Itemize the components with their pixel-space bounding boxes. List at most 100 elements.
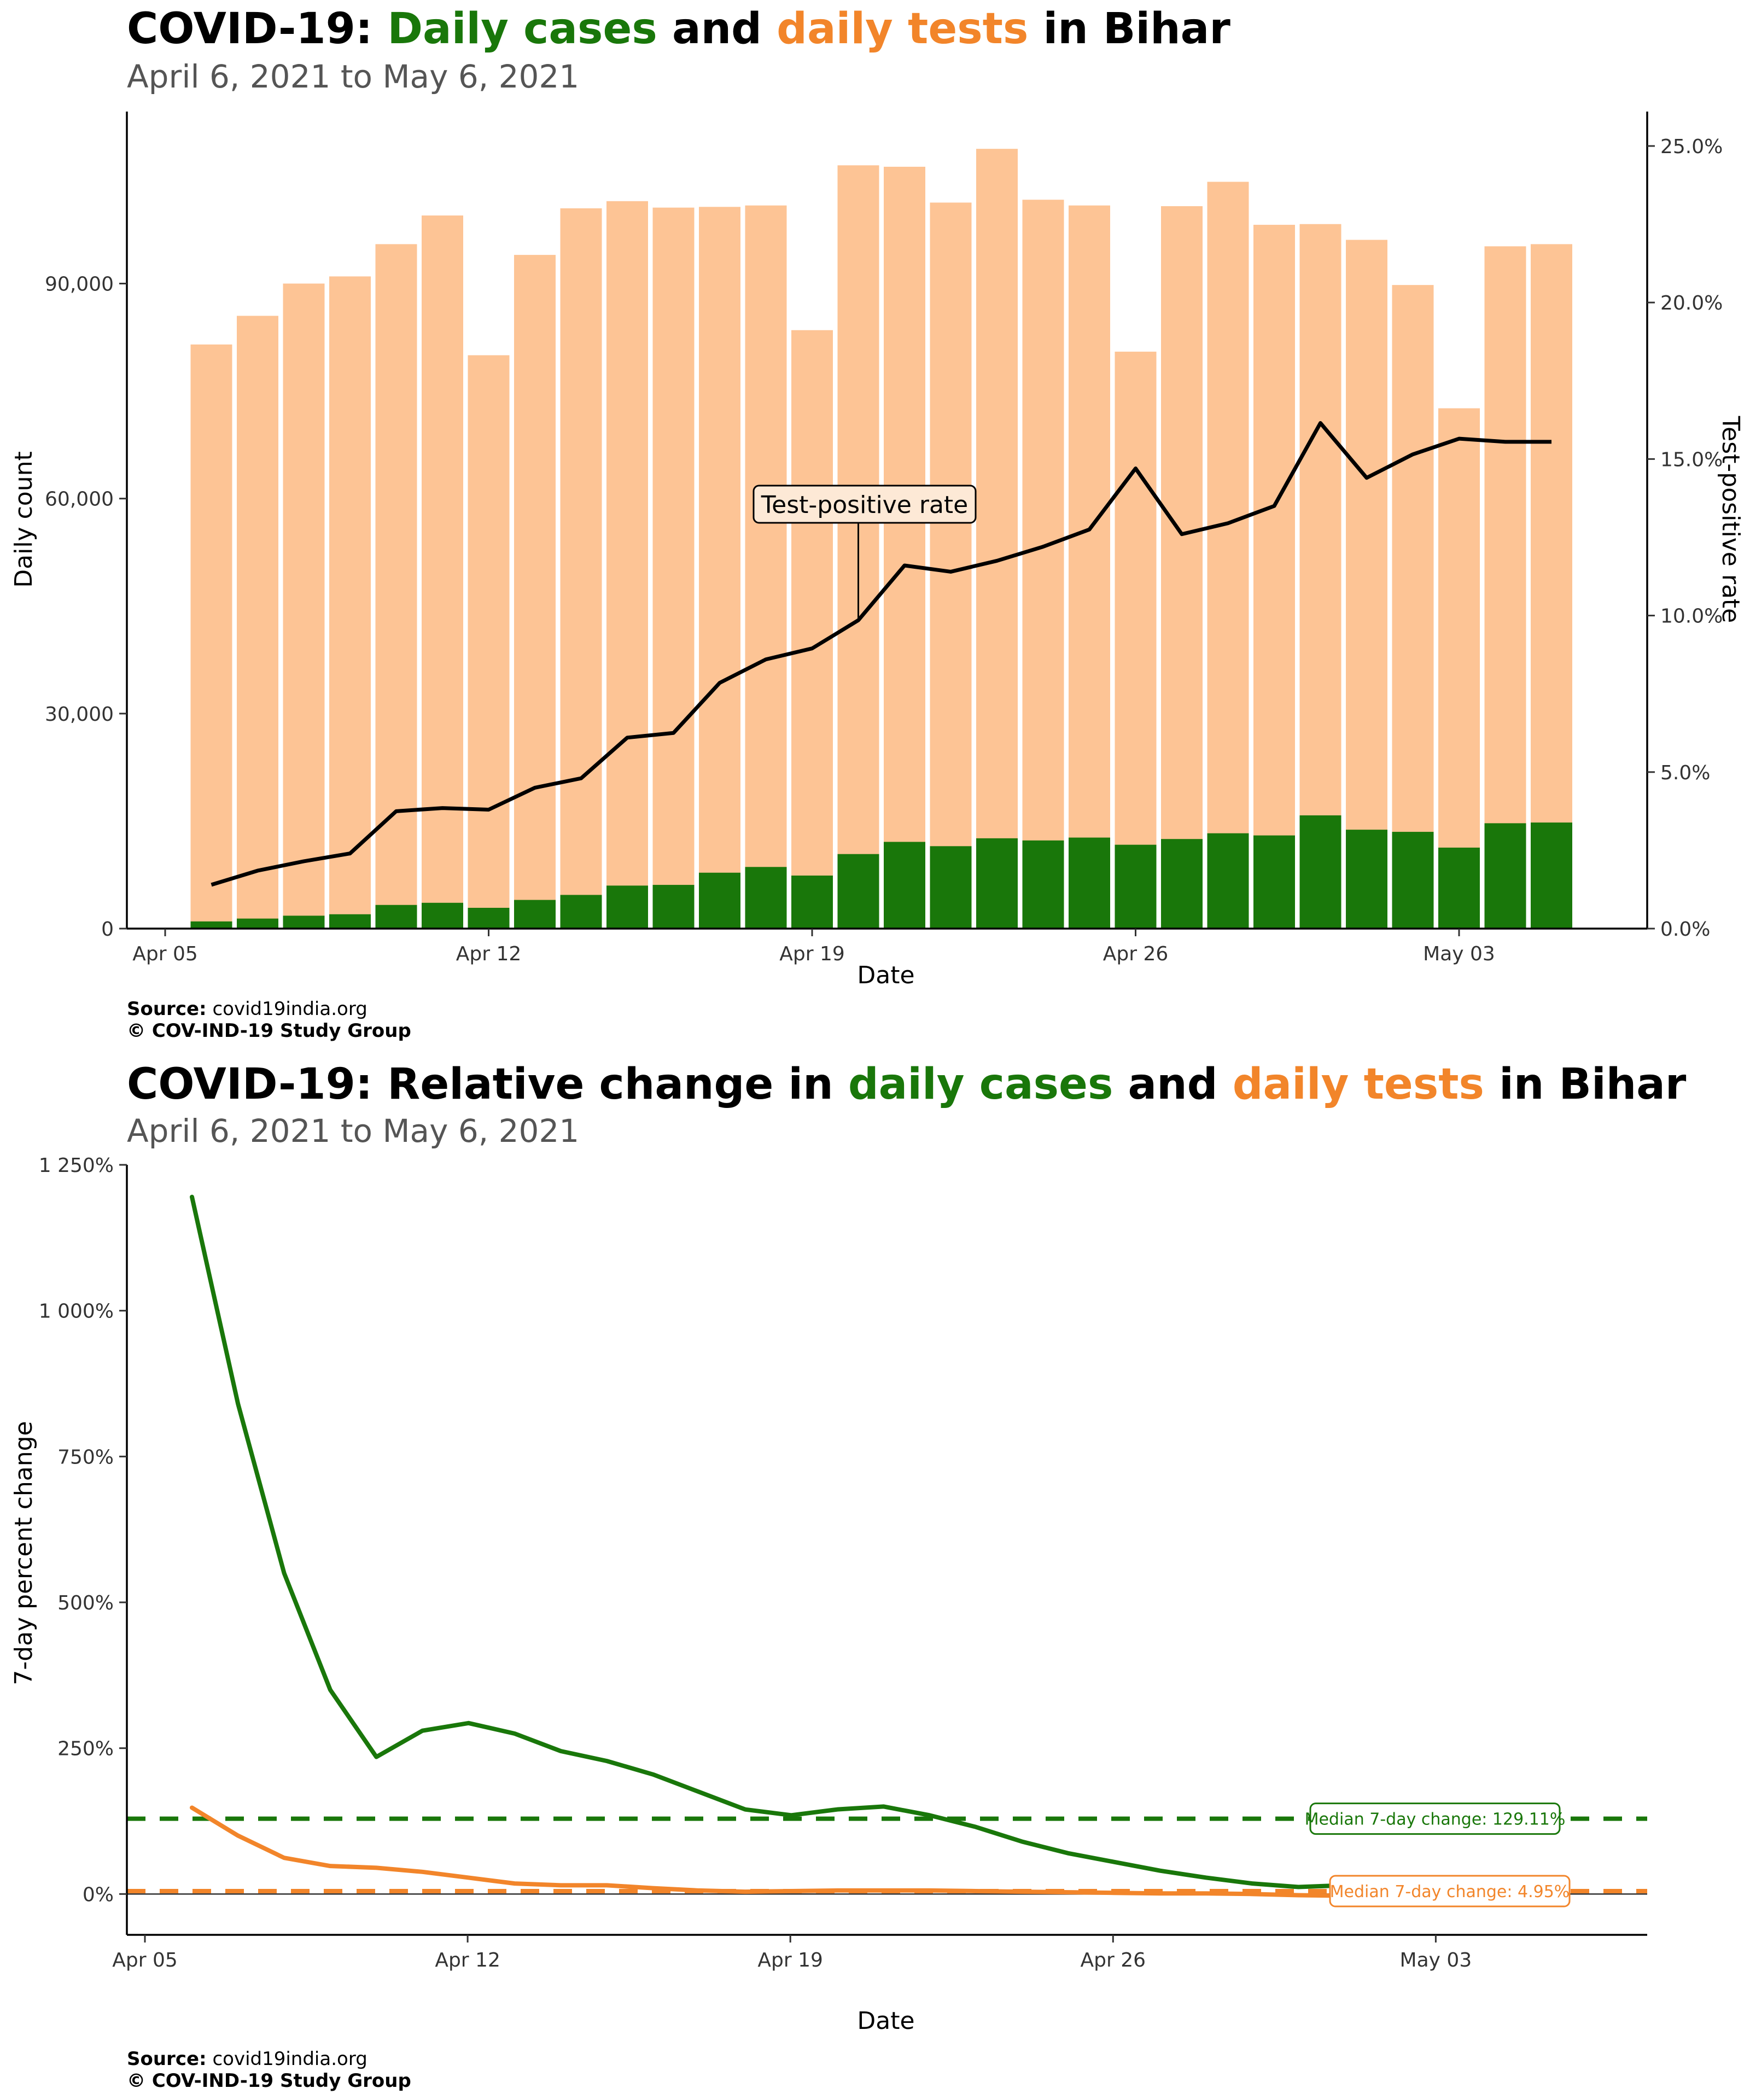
chart-subtitle: April 6, 2021 to May 6, 2021 [127,1112,580,1150]
tests-bar [1207,182,1249,929]
tests-bar [375,244,417,929]
y-axis-title: Daily count [10,451,38,587]
title-and: and [1113,1060,1233,1109]
cases-bar [514,900,556,929]
tests-bar [884,166,925,929]
tests-bar [652,207,695,929]
tests-bar [514,255,556,929]
tests-bar [1115,352,1157,929]
cases-bar [1346,830,1387,929]
tests-bar [976,149,1018,929]
median-label: Median 7-day change: 129.11% [1305,1810,1566,1829]
x-tick-label: Apr 19 [757,1949,823,1971]
cases-bar [884,842,925,929]
y2-tick-label: 10.0% [1660,605,1723,628]
y2-tick-label: 25.0% [1660,136,1723,158]
x-axis-title: Date [857,2007,914,2035]
source-label: Source: [127,998,207,1020]
title-and: and [657,4,777,54]
title-suffix: in Bihar [1484,1060,1687,1109]
cases-bar [1161,839,1203,929]
y-tick-label: 90,000 [45,273,114,296]
chart-title: COVID-19: Daily cases and daily tests in… [127,4,1230,54]
tests-bar [329,276,371,929]
source-value: covid19india.org [206,2048,368,2070]
cases-bar [930,846,972,929]
tests-bar [1161,206,1203,929]
cases-bar [1022,840,1064,929]
y-tick-label: 750% [57,1446,114,1468]
cases-bar [1484,823,1526,929]
cases-bar [652,885,695,929]
source-label: Source: [127,2048,207,2070]
y2-tick-label: 15.0% [1660,448,1723,471]
x-tick-label: Apr 05 [132,943,198,965]
cases-bar [237,918,278,929]
tests-change-line [189,1805,1531,1899]
median-label: Median 7-day change: 4.95% [1330,1882,1570,1901]
x-tick-label: Apr 05 [112,1949,178,1971]
cases-bar [791,876,833,929]
y-tick-label: 0 [101,918,114,941]
cases-bar [1392,832,1434,929]
tests-bar [699,207,740,929]
tests-bar [1022,200,1064,929]
tests-bar [1299,224,1341,929]
cases-bar [1531,822,1572,929]
tests-bar [1069,205,1110,929]
cases-bar [1115,844,1157,929]
x-axis-title: Date [857,961,914,989]
tests-bar [237,316,278,929]
cases-bar [976,838,1018,929]
cases-bar [560,895,602,929]
y-tick-label: 500% [57,1592,114,1614]
x-tick-label: Apr 12 [456,943,522,965]
cases-bar [329,914,371,929]
x-tick-label: Apr 19 [779,943,845,965]
title-tests: daily tests [1232,1060,1484,1109]
y-axis-title: 7-day percent change [10,1421,38,1685]
cases-bar [1069,837,1110,929]
median-label-box [1309,1802,1561,1835]
cases-bar [1299,815,1341,929]
tests-bar [283,283,325,929]
x-tick-label: Apr 26 [1081,1949,1146,1971]
chart-caption: Source: covid19india.org © COV-IND-19 St… [127,2048,411,2092]
y-tick-label: 250% [57,1738,114,1760]
annotation-label: Test-positive rate [761,491,968,519]
y-tick-label: 0% [83,1883,114,1906]
cases-bar [1438,847,1480,929]
cases-bar [190,921,232,929]
tests-bar [422,215,463,929]
tests-bar [560,208,602,929]
y2-tick-label: 0.0% [1660,918,1710,941]
tests-bar [1531,244,1572,929]
y-tick-label: 1 000% [39,1300,114,1323]
tpr-line [211,421,1551,887]
median-label-box [1329,1875,1571,1908]
copyright: © COV-IND-19 Study Group [127,1020,411,1042]
cases-bar [745,867,787,929]
y2-tick-label: 5.0% [1660,762,1710,784]
cases-bar [837,854,879,929]
y-tick-label: 60,000 [45,488,114,511]
line-chart: Median 7-day change: 129.11% Median 7-day… [10,1154,1647,2035]
tests-bar [606,201,648,929]
tests-bar [745,205,787,929]
relative-change-chart-panel: COVID-19: Relative change in daily cases… [0,1050,1750,2100]
title-cases: daily cases [848,1060,1113,1109]
title-tests: daily tests [777,4,1029,54]
tests-bar [1484,246,1526,929]
cases-bar [606,885,648,929]
tests-bar [791,330,833,929]
cases-bar [422,902,463,929]
annotation-box [752,485,977,524]
cases-bar [699,872,740,929]
y2-tick-label: 20.0% [1660,292,1723,314]
cases-tests-chart-panel: COVID-19: Daily cases and daily tests in… [10,4,1745,1042]
tests-bar [468,355,510,929]
x-tick-label: Apr 26 [1103,943,1169,965]
y-tick-label: 30,000 [45,703,114,726]
tests-bar [1392,285,1434,929]
x-tick-label: May 03 [1400,1949,1472,1971]
